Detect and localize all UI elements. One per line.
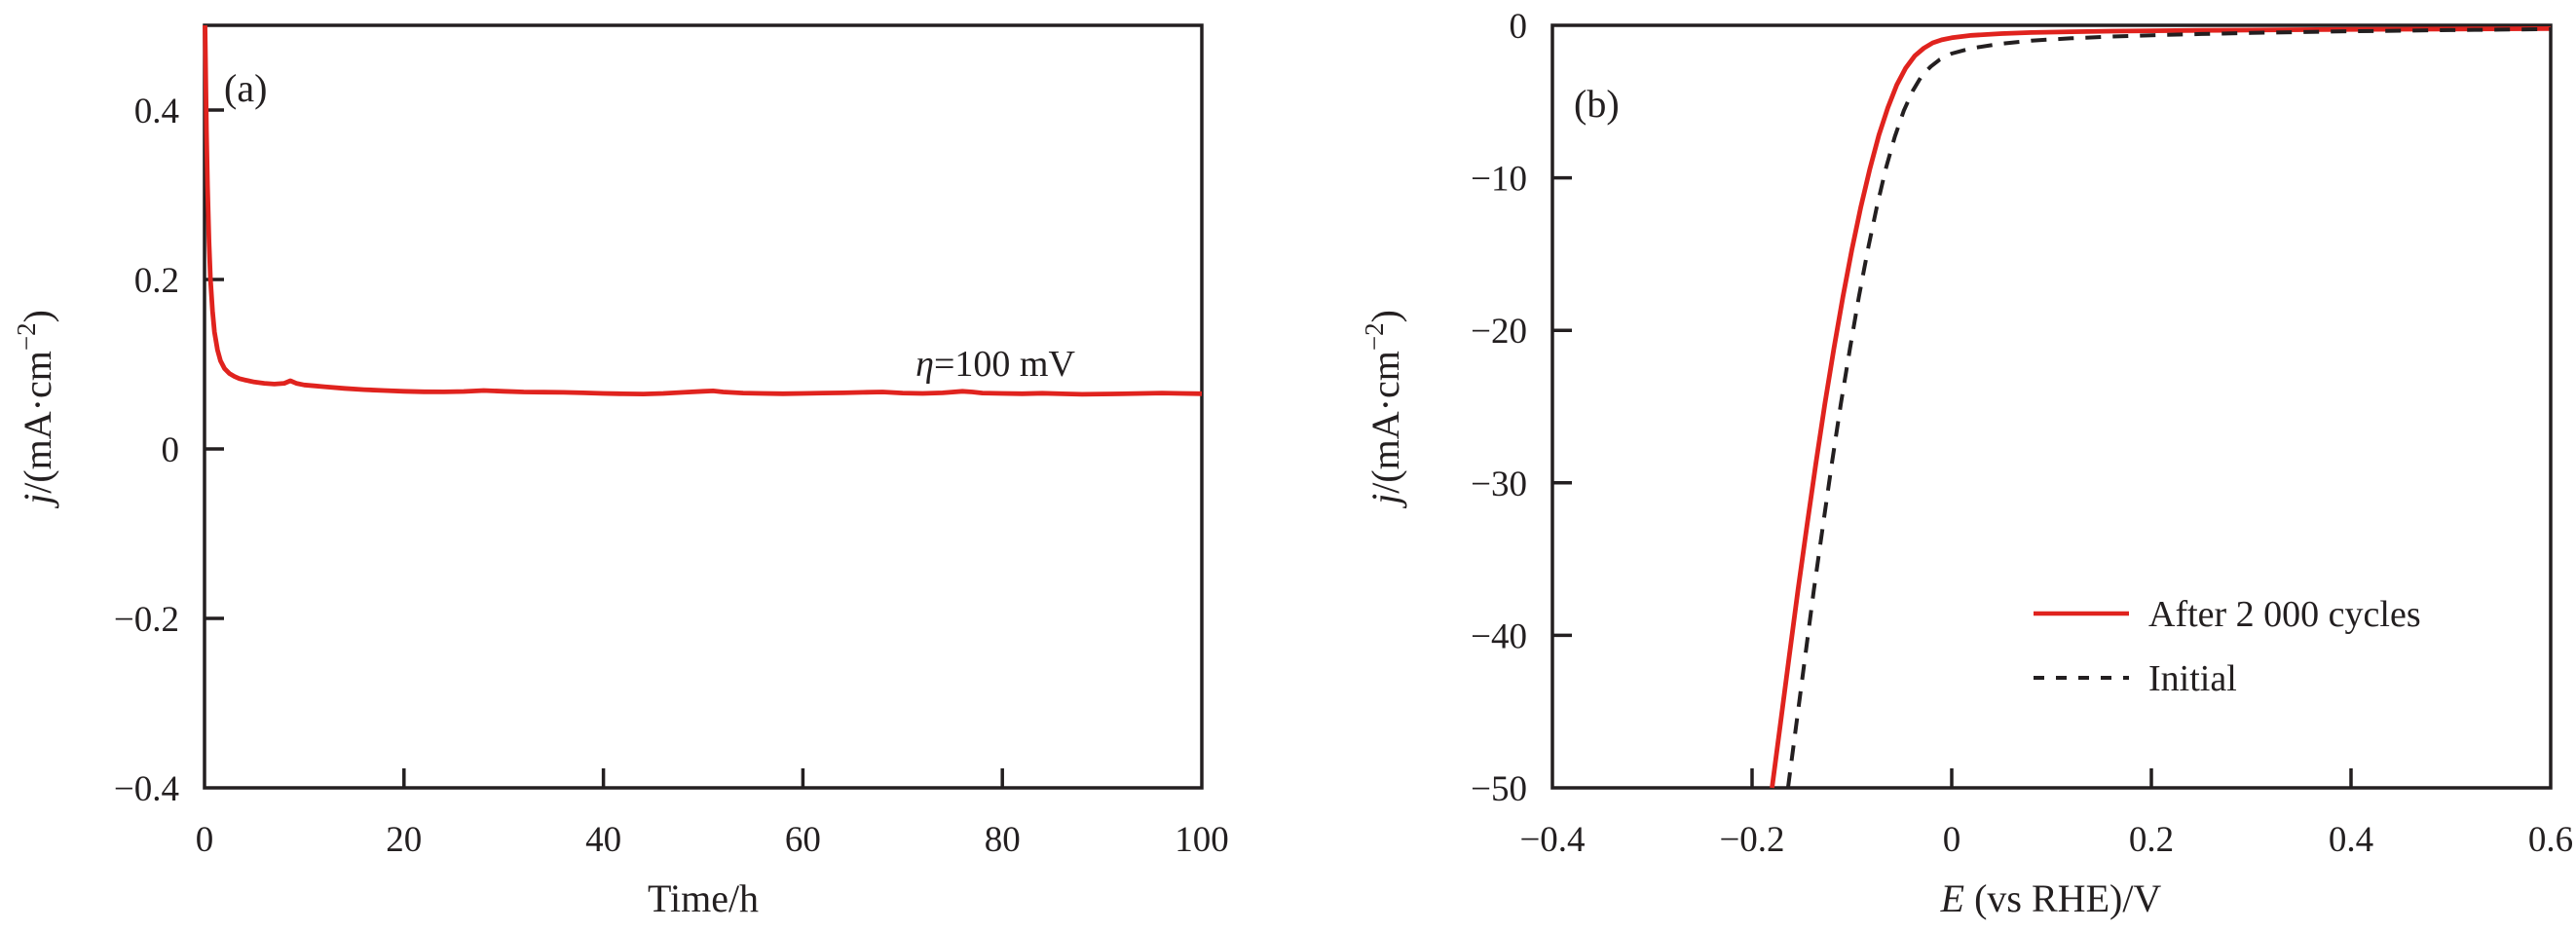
x-tick-label: 20 <box>386 820 422 860</box>
panel-a-ticks: 0 20 40 60 80 100 0.4 0.2 0 −0.2 −0.4 <box>114 92 1229 860</box>
legend-label-after-cycles: After 2 000 cycles <box>2148 594 2421 635</box>
panel-a-ylabel: j/(mA·cm−2) <box>12 310 59 509</box>
x-tick-label: −0.4 <box>1519 820 1585 860</box>
panel-b-legend: After 2 000 cycles Initial <box>2034 594 2421 699</box>
y-tick-label: −30 <box>1471 465 1527 504</box>
x-tick-label: 60 <box>785 820 821 860</box>
panel-a-tag: (a) <box>224 66 267 110</box>
x-tick-label: 0.6 <box>2528 820 2573 860</box>
panel-a: 0 20 40 60 80 100 0.4 0.2 0 −0.2 −0.4 (a) η=100 mV… <box>12 23 1229 920</box>
panel-b-tag: (b) <box>1574 82 1620 126</box>
panel-a-frame <box>203 23 1204 790</box>
x-tick-label: 0 <box>196 820 214 860</box>
panel-b-ticks: −0.4 −0.2 0 0.2 0.4 0.6 0 −10 −20 −30 −40 −50 <box>1471 7 2573 860</box>
y-tick-label: −40 <box>1471 616 1527 656</box>
panel-a-xlabel: Time/h <box>648 876 759 920</box>
series-curve-dashed <box>1785 26 2552 789</box>
x-tick-label: 0 <box>1943 820 1961 860</box>
y-tick-label: 0 <box>1510 7 1528 47</box>
y-tick-label: −50 <box>1471 769 1527 809</box>
panel-b-ylabel: j/(mA·cm−2) <box>1360 310 1407 509</box>
panel-a-annotation: η=100 mV <box>915 344 1075 385</box>
x-tick-label: −0.2 <box>1719 820 1784 860</box>
x-tick-label: 0.2 <box>2129 820 2174 860</box>
series-curve-solid <box>203 24 1203 397</box>
y-tick-label: 0.4 <box>134 92 179 131</box>
x-tick-label: 80 <box>985 820 1021 860</box>
panel-a-curves <box>203 24 1203 397</box>
y-tick-label: 0.2 <box>134 261 179 301</box>
x-tick-label: 100 <box>1175 820 1229 860</box>
y-tick-label: −10 <box>1471 160 1527 200</box>
panel-b: −0.4 −0.2 0 0.2 0.4 0.6 0 −10 −20 −30 −40 −50 (b) E… <box>1360 7 2573 920</box>
x-tick-label: 40 <box>585 820 621 860</box>
y-tick-label: 0 <box>162 430 180 470</box>
y-tick-label: −0.2 <box>114 600 179 640</box>
series-curve-solid <box>1770 26 2552 789</box>
panel-b-frame <box>1550 23 2553 790</box>
legend-label-initial: Initial <box>2148 658 2237 699</box>
panel-b-xlabel: E (vs RHE)/V <box>1940 876 2162 920</box>
y-tick-label: −20 <box>1471 312 1527 352</box>
x-tick-label: 0.4 <box>2329 820 2373 860</box>
panel-b-curves <box>1770 26 2552 789</box>
y-tick-label: −0.4 <box>114 769 179 809</box>
